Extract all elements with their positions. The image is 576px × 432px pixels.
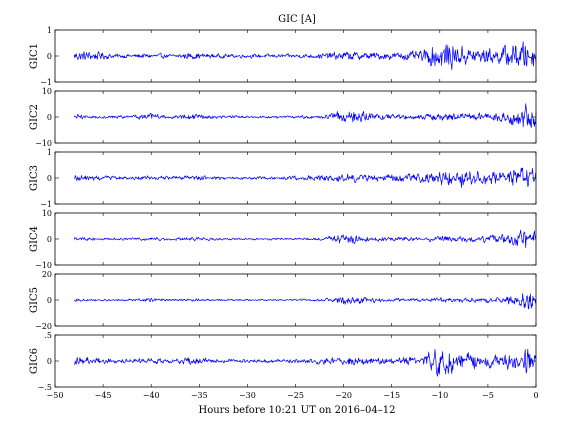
trace-gic6: [74, 348, 537, 377]
y-axis-label-gic5: GIC5: [29, 287, 40, 313]
y-tick-label: .5: [44, 331, 52, 340]
y-axis-label-gic4: GIC4: [29, 226, 40, 252]
y-tick-label: 0: [47, 174, 52, 183]
y-tick-label: 0: [47, 113, 52, 122]
y-axis-label-gic2: GIC2: [29, 104, 40, 130]
chart-title: GIC [A]: [278, 14, 316, 25]
panel-gic6: −.5 0 .5 GIC6: [29, 331, 537, 392]
y-axis-label-gic6: GIC6: [29, 348, 40, 374]
trace-gic1: [73, 41, 537, 71]
y-tick-label: 1: [47, 26, 52, 35]
y-tick-label: 20: [42, 270, 52, 279]
y-tick-label: −.5: [38, 383, 52, 392]
x-tick-label: −20: [335, 391, 352, 400]
x-tick-label: −40: [143, 391, 160, 400]
x-axis-label: Hours before 10:21 UT on 2016–04–12: [198, 405, 395, 416]
trace-gic3: [74, 167, 537, 188]
y-tick-label: −10: [35, 139, 52, 148]
x-tick-label: 0: [533, 391, 538, 400]
panel-gic3: −1 0 1 GIC3: [29, 148, 537, 209]
x-axis: −50 −45 −40 −35 −30 −25 −20 −15 −10 −5 0: [47, 391, 539, 400]
y-tick-label: −1: [40, 78, 52, 87]
y-tick-label: −10: [35, 261, 52, 270]
y-tick-label: 1: [47, 148, 52, 157]
panels-group: −101GIC1−10010GIC2−101GIC3−10010GIC4−200…: [29, 26, 537, 392]
y-tick-label: 10: [42, 209, 52, 218]
y-tick-label: −20: [35, 322, 52, 331]
y-tick-label: 0: [47, 235, 52, 244]
trace-gic2: [73, 103, 537, 128]
y-tick-label: 0: [47, 52, 52, 61]
x-tick-label: −15: [383, 391, 400, 400]
trace-gic4: [73, 229, 537, 248]
x-tick-label: −45: [95, 391, 112, 400]
y-axis-label-gic3: GIC3: [29, 165, 40, 191]
x-tick-label: −30: [239, 391, 256, 400]
panel-gic1: −1 0 1 GIC1: [29, 26, 537, 87]
x-tick-label: −5: [482, 391, 494, 400]
y-tick-label: 0: [47, 296, 52, 305]
y-tick-label: 0: [47, 357, 52, 366]
y-tick-label: −1: [40, 200, 52, 209]
x-tick-label: −10: [431, 391, 448, 400]
x-tick-label: −50: [47, 391, 64, 400]
trace-gic5: [73, 293, 537, 310]
y-tick-label: 10: [42, 87, 52, 96]
x-tick-label: −25: [287, 391, 304, 400]
y-axis-label-gic1: GIC1: [29, 43, 40, 69]
x-tick-label: −35: [191, 391, 208, 400]
